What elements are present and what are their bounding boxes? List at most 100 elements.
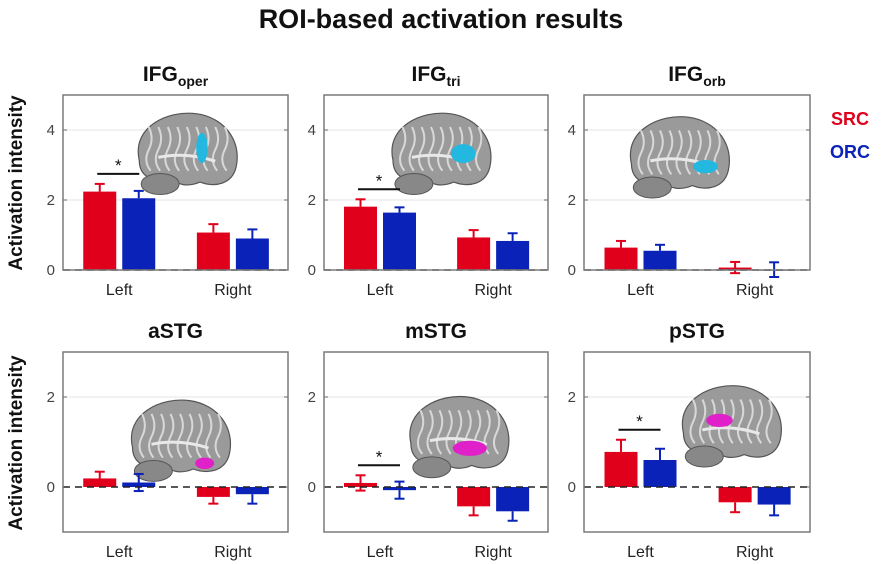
brain-gyrus (685, 130, 693, 175)
brain-cerebellum (684, 445, 724, 468)
brain-sulcus (151, 440, 209, 450)
bar-src-right (457, 487, 491, 507)
brain-gyrus (157, 413, 165, 459)
x-category-label: Right (474, 544, 512, 561)
bar-src-right (457, 237, 491, 270)
bar-src-right (718, 487, 752, 503)
panel-title: IFGtri (412, 63, 461, 89)
brain-gyrus (426, 409, 434, 455)
brain-gyrus (492, 409, 501, 455)
y-axis-label-top: Activation intensity (6, 95, 27, 271)
panel-title: IFGoper (143, 63, 209, 89)
bar-orc-left (643, 460, 677, 487)
y-axis-label-bottom: Activation intensity (6, 355, 27, 531)
brain-image (629, 116, 730, 199)
x-category-label: Right (214, 544, 252, 561)
brain-gyrus (755, 399, 764, 444)
y-tick-label: 0 (568, 479, 576, 496)
brain-roi-highlight (452, 440, 487, 456)
y-tick-label: 4 (47, 122, 55, 139)
brain-gyrus (435, 409, 444, 455)
brain-image (130, 399, 232, 482)
brain-gyrus (475, 126, 483, 172)
bar-orc-left (122, 198, 156, 270)
significance-star: * (115, 156, 122, 175)
brain-gyrus (736, 399, 745, 444)
y-tick-label: 2 (568, 192, 576, 209)
brain-roi-highlight (196, 132, 208, 164)
y-tick-label: 0 (47, 262, 55, 279)
brain-gyrus (416, 409, 425, 455)
brain-gyrus (418, 126, 426, 172)
significance-star: * (376, 171, 383, 190)
panel-ifgorb: IFGorb 0 2 4 Left Right (568, 63, 811, 299)
brain-gyrus (195, 413, 203, 459)
brain-gyrus (445, 409, 453, 455)
y-tick-label: 0 (308, 262, 316, 279)
brain-gyrus (666, 130, 674, 175)
panel-title: aSTG (148, 320, 203, 343)
legend: SRC ORC (830, 109, 870, 162)
brain-gyrus (437, 126, 445, 172)
x-category-label: Right (736, 544, 774, 561)
y-tick-label: 2 (47, 389, 55, 406)
brain-roi-highlight (706, 413, 733, 428)
brain-image (409, 395, 510, 479)
brain-gyrus (176, 413, 184, 459)
brain-roi-highlight (450, 144, 476, 164)
brain-gyrus (637, 130, 645, 175)
brain-gyrus (154, 126, 163, 172)
plot-frame (583, 94, 811, 271)
x-category-label: Left (106, 544, 133, 561)
brain-gyrus (689, 399, 697, 444)
bar-src-left (83, 191, 117, 270)
brain-gyrus (698, 399, 707, 444)
bar-src-right (196, 232, 230, 270)
bar-src-left (604, 247, 638, 270)
bar-orc-right (235, 238, 269, 270)
bar-src-left (604, 451, 638, 487)
brain-roi-highlight (195, 457, 215, 469)
brain-gyrus (183, 126, 191, 172)
y-tick-label: 0 (308, 479, 316, 496)
plot-frame (62, 351, 289, 533)
x-category-label: Left (106, 282, 133, 299)
brain-cerebellum (140, 173, 180, 195)
brain-gyrus (186, 413, 194, 459)
panel-title: IFGorb (668, 63, 726, 89)
brain-gyrus (746, 399, 754, 444)
x-category-label: Right (474, 282, 512, 299)
y-tick-label: 0 (47, 479, 55, 496)
brain-gyrus (647, 130, 655, 175)
brain-gyrus (211, 126, 220, 172)
bar-src-right (196, 487, 230, 497)
brain-gyrus (221, 126, 229, 172)
brain-cerebellum (394, 173, 434, 195)
bar-orc-left (383, 212, 416, 270)
y-tick-label: 2 (568, 389, 576, 406)
x-category-label: Left (627, 544, 654, 561)
significance-star: * (636, 412, 643, 431)
brain-gyrus (173, 126, 182, 172)
brain-image (391, 112, 492, 195)
brain-gyrus (138, 413, 146, 459)
panel-ifgoper: IFGoper 0 2 4 Left Right * (47, 63, 289, 299)
brain-cerebellum (412, 456, 452, 479)
bar-orc-right (496, 487, 530, 512)
bar-orc-left (643, 250, 677, 270)
brain-gyrus (167, 413, 175, 459)
brain-cerebellum (133, 459, 173, 482)
brain-cerebellum (632, 176, 672, 199)
brain-gyrus (192, 126, 201, 172)
legend-entry-orc: ORC (830, 142, 870, 162)
x-category-label: Left (367, 282, 394, 299)
y-tick-label: 2 (47, 192, 55, 209)
y-tick-label: 0 (568, 262, 576, 279)
brain-gyrus (656, 130, 664, 175)
x-category-label: Left (367, 544, 394, 561)
plot-frame (62, 94, 289, 271)
figure-title: ROI-based activation results (259, 4, 624, 34)
brain-image (137, 112, 238, 195)
brain-gyrus (427, 126, 435, 172)
brain-gyrus (145, 126, 153, 172)
